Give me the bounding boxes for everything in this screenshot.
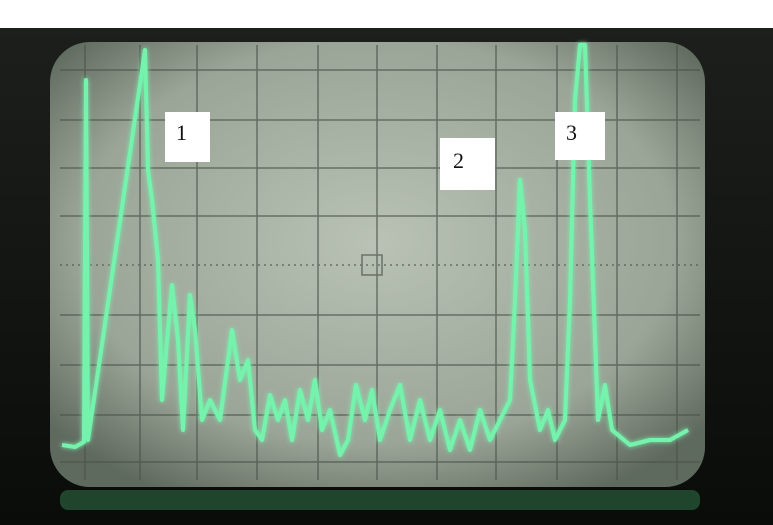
oscilloscope-photo: 1 2 3	[0, 0, 773, 525]
reflections	[60, 490, 700, 510]
label-box	[440, 138, 495, 190]
label: 3	[566, 120, 577, 145]
label-box	[165, 112, 210, 162]
label: 1	[176, 120, 187, 145]
label: 2	[453, 148, 464, 173]
label-box	[555, 112, 605, 160]
